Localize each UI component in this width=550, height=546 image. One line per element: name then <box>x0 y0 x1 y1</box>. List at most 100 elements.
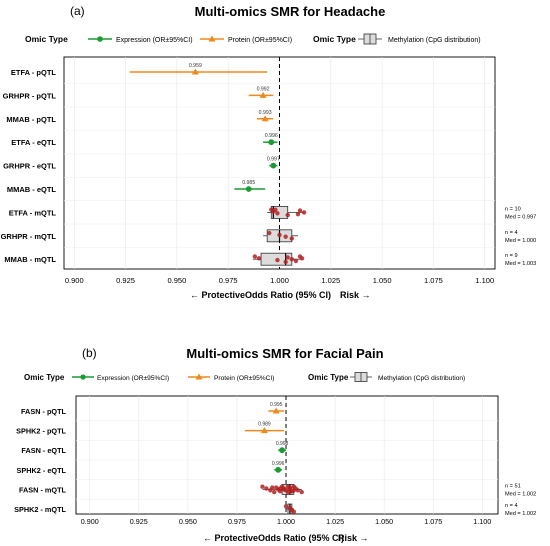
cpg-point <box>291 509 297 514</box>
panel-label-b: (b) <box>82 346 97 360</box>
row-label: FASN - mQTL <box>19 485 67 494</box>
x-label-center-b: Odds Ratio (95% CI) <box>258 533 344 543</box>
x-label-risk-b: Risk → <box>338 533 369 543</box>
forest-row: SPHK2 - mQTL n = 4 Med = 1.002 <box>14 503 536 517</box>
row-label: GRHPR - eQTL <box>3 162 56 171</box>
or-value-label: 0.997 <box>267 157 280 163</box>
forest-row: ETFA - eQTL 0.996 <box>11 133 278 147</box>
median-label: Med = 1.003 <box>505 261 536 267</box>
cpg-point <box>293 258 299 264</box>
x-label-protective-a: ← Protective <box>190 290 245 300</box>
row-label: GRHPR - mQTL <box>1 232 57 241</box>
median-label: Med = 1.002 <box>505 511 536 517</box>
row-label: MMAB - mQTL <box>4 255 56 264</box>
cpg-point <box>289 257 295 262</box>
legend-methylation-label-b: Methylation (CpG distribution) <box>378 375 465 382</box>
x-tick-label: 0.925 <box>116 276 135 285</box>
or-value-label: 0.992 <box>257 86 270 92</box>
x-tick-label: 0.975 <box>228 517 246 526</box>
forest-row: MMAB - pQTL 0.993 <box>6 110 274 124</box>
legend-expression-marker-a <box>97 36 103 42</box>
forest-row: SPHK2 - eQTL 0.996 <box>17 461 285 475</box>
or-marker-circle <box>268 139 275 146</box>
or-value-label: 0.996 <box>272 461 285 467</box>
cpg-point <box>291 488 297 493</box>
cpg-point <box>295 488 300 493</box>
or-value-label: 0.985 <box>242 180 255 186</box>
panel-facial-pain: (b) Multi-omics SMR for Facial Pain Omic… <box>14 346 536 543</box>
x-tick-label: 1.025 <box>321 276 340 285</box>
x-tick-label: 0.900 <box>65 276 84 285</box>
forest-row: MMAB - mQTL n = 9 Med = 1.003 <box>4 252 536 267</box>
x-tick-label: 1.025 <box>326 517 344 526</box>
row-label: ETFA - eQTL <box>11 138 56 147</box>
legend-expression-label-b: Expression (OR±95%CI) <box>97 375 169 382</box>
cpg-point <box>285 484 291 489</box>
chart-title-a: Multi-omics SMR for Headache <box>195 4 386 19</box>
panel-label-a: (a) <box>70 4 85 18</box>
cpg-point <box>285 255 290 260</box>
forest-row: ETFA - mQTL n = 10 Med = 0.997 <box>9 205 536 220</box>
legend-methylation-label-a: Methylation (CpG distribution) <box>388 37 481 44</box>
legend-omic-type-label-2-b: Omic Type <box>308 373 349 382</box>
plot-frame-b <box>75 395 499 515</box>
n-label: n = 51 <box>505 483 521 489</box>
cpg-point <box>272 489 277 495</box>
or-marker-circle <box>270 162 277 169</box>
legend-expression-label-a: Expression (OR±95%CI) <box>116 37 193 44</box>
x-tick-label: 1.100 <box>473 517 491 526</box>
x-tick-label: 1.000 <box>277 517 295 526</box>
cpg-point <box>283 504 289 509</box>
legend-protein-label-a: Protein (OR±95%CI) <box>228 37 292 44</box>
x-tick-label: 1.100 <box>475 276 494 285</box>
forest-row: GRHPR - eQTL 0.997 <box>3 157 280 171</box>
x-tick-label: 1.000 <box>270 276 289 285</box>
or-value-label: 0.993 <box>259 110 272 116</box>
median-label: Med = 1.002 <box>505 491 536 497</box>
row-label: GRHPR - pQTL <box>3 91 57 100</box>
or-value-label: 0.995 <box>270 402 283 408</box>
cpg-point <box>299 489 304 495</box>
legend-omic-type-label-2-a: Omic Type <box>313 34 356 44</box>
x-axis-label-a: ← Protective Odds Ratio (95% CI) Risk → <box>190 290 371 300</box>
x-tick-label: 1.050 <box>375 517 393 526</box>
forest-row: ETFA - pQTL 0.959 <box>11 63 268 77</box>
legend-omic-type-label-b: Omic Type <box>24 373 65 382</box>
row-label: FASN - eQTL <box>21 446 66 455</box>
row-label: MMAB - eQTL <box>7 185 57 194</box>
row-label: SPHK2 - mQTL <box>14 505 66 514</box>
cpg-point <box>256 256 262 261</box>
x-tick-label: 1.075 <box>424 276 443 285</box>
cpg-point <box>289 236 295 241</box>
panel-headache: (a) Multi-omics SMR for Headache Omic Ty… <box>1 4 537 300</box>
cpg-point <box>301 210 307 215</box>
legend-omic-type-label-a: Omic Type <box>25 34 68 44</box>
or-marker-triangle <box>259 91 267 98</box>
x-tick-label: 0.950 <box>179 517 197 526</box>
row-label: ETFA - pQTL <box>11 68 57 77</box>
or-value-label: 0.998 <box>276 441 289 447</box>
cpg-point <box>283 234 288 239</box>
x-label-protective-b: ← Protective <box>203 533 258 543</box>
median-label: Med = 0.997 <box>505 214 536 220</box>
forest-row: FASN - mQTL n = 51 Med = 1.002 <box>19 483 536 497</box>
x-tick-label: 1.075 <box>424 517 442 526</box>
or-value-label: 0.959 <box>189 63 202 69</box>
or-marker-triangle <box>272 407 280 414</box>
or-value-label: 0.989 <box>258 422 271 428</box>
n-label: n = 4 <box>505 503 518 509</box>
or-marker-triangle <box>260 427 268 434</box>
row-label: FASN - pQTL <box>21 407 67 416</box>
or-marker-circle <box>275 466 282 473</box>
x-axis-label-b: ← Protective Odds Ratio (95% CI) Risk → <box>203 533 369 543</box>
forest-row: SPHK2 - pQTL 0.989 <box>16 422 285 436</box>
forest-row: GRHPR - pQTL 0.992 <box>3 86 274 100</box>
legend-protein-marker-a <box>208 35 216 42</box>
row-label: MMAB - pQTL <box>6 115 56 124</box>
legend-expression-marker-b <box>80 374 86 380</box>
cpg-point <box>270 485 275 490</box>
cpg-point <box>299 256 305 261</box>
forest-row: MMAB - eQTL 0.985 <box>7 180 266 194</box>
legend-b: Omic Type Expression (OR±95%CI) Protein … <box>24 372 465 382</box>
